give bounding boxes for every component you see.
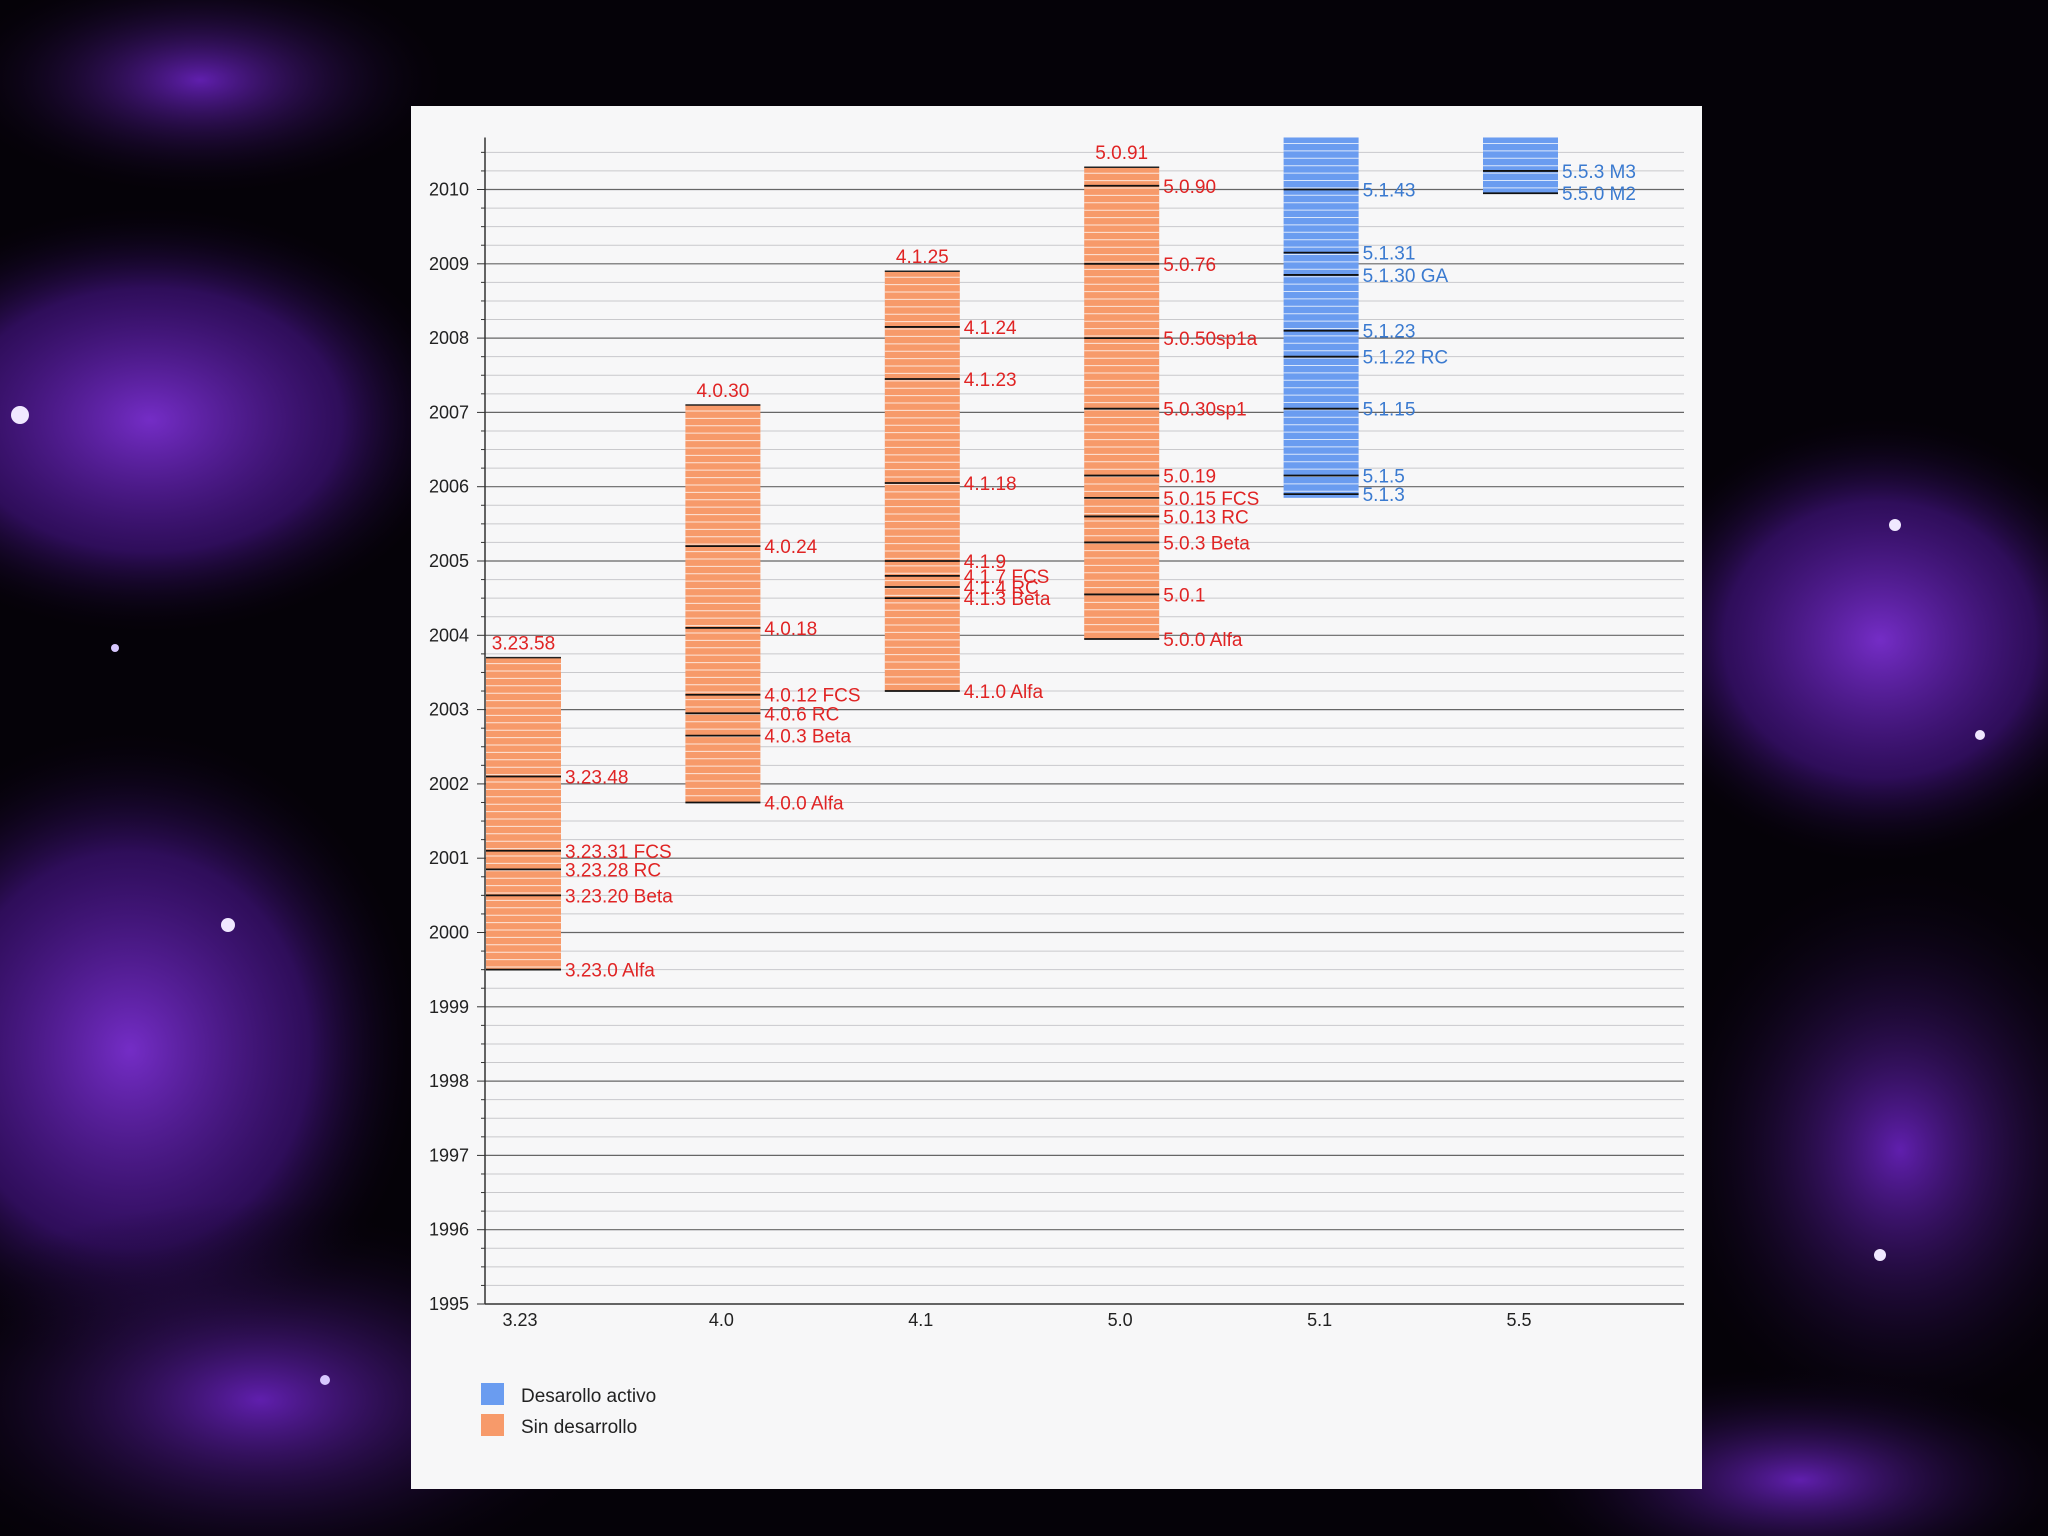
release-label: 5.1.15: [1363, 400, 1416, 421]
y-tick-label: 1996: [429, 1220, 469, 1240]
release-label: 3.23.0 Alfa: [565, 961, 655, 982]
release-label: 5.0.13 RC: [1163, 507, 1249, 528]
release-label: 4.1.9: [964, 552, 1006, 573]
x-tick-label: 4.1: [908, 1310, 933, 1330]
release-label: 5.1.23: [1363, 322, 1416, 343]
legend: Desarollo activo Sin desarrollo: [481, 1383, 656, 1438]
mysql-version-timeline-chart: 1995 1996 1997 1998 1999 2000 2001 2002 2003 2004…: [429, 137, 1684, 1438]
release-label: 5.1.5: [1363, 467, 1405, 488]
y-tick-label: 2009: [429, 254, 469, 274]
gridlines: [485, 151, 1684, 1286]
release-label: 4.0.18: [764, 619, 817, 640]
version-bar-5-5: 5.5.3 M35.5.0 M2: [1483, 137, 1636, 205]
x-tick-label: 4.0: [709, 1310, 734, 1330]
release-label: 4.0.6 RC: [764, 704, 839, 725]
release-label: 3.23.20 Beta: [565, 886, 673, 907]
release-label: 4.1.23: [964, 370, 1017, 391]
release-label: 4.1.0 Alfa: [964, 682, 1044, 703]
release-label: 4.0.0 Alfa: [764, 793, 844, 814]
release-label: 4.1.18: [964, 474, 1017, 495]
y-tick-label: 2005: [429, 551, 469, 571]
release-label: 5.0.1: [1163, 585, 1205, 606]
release-label: 5.0.19: [1163, 467, 1216, 488]
version-bar-5-0: 5.0.91 5.0.90 5.0.76 5.0.50sp1a 5.0.30sp1 5.0…: [1084, 143, 1259, 651]
release-label: 4.1.24: [964, 318, 1017, 339]
release-label: 5.5.3 M3: [1562, 162, 1636, 183]
y-tick-label: 2002: [429, 774, 469, 794]
chart-panel: 1995 1996 1997 1998 1999 2000 2001 2002 2003 2004…: [411, 106, 1702, 1489]
release-label: 5.0.50sp1a: [1163, 329, 1257, 350]
y-tick-label: 1999: [429, 997, 469, 1017]
bar-top-label: 3.23.58: [492, 634, 555, 655]
release-label: 5.0.15 FCS: [1163, 489, 1259, 510]
legend-label-active: Desarollo activo: [521, 1386, 656, 1407]
release-label: 5.1.22 RC: [1363, 348, 1449, 369]
release-label: 4.1.4 RC: [964, 578, 1039, 599]
legend-swatch-active: [481, 1383, 504, 1405]
bar-body: [1283, 137, 1359, 498]
release-label: 5.1.43: [1363, 181, 1416, 202]
release-label: 5.0.0 Alfa: [1163, 630, 1243, 651]
release-label: 5.1.31: [1363, 244, 1416, 265]
bar-body: [884, 271, 960, 692]
release-label: 5.5.0 M2: [1562, 184, 1636, 205]
release-label: 5.0.30sp1: [1163, 400, 1246, 421]
x-tick-label: 5.0: [1108, 1310, 1133, 1330]
bar-top-label: 4.0.30: [696, 381, 749, 402]
version-bar-5-1: 5.1.43 5.1.315.1.30 GA 5.1.23 5.1.22 RC 5.1.…: [1283, 137, 1449, 506]
release-label: 4.1.3 Beta: [964, 589, 1051, 610]
y-tick-label: 2003: [429, 700, 469, 720]
release-label: 5.0.3 Beta: [1163, 533, 1250, 554]
x-axis: 3.23 4.0 4.1 5.0 5.1 5.5: [502, 1310, 1531, 1330]
release-label: 5.0.76: [1163, 255, 1216, 276]
release-label: 4.0.24: [764, 537, 817, 558]
x-tick-label: 5.5: [1506, 1310, 1531, 1330]
x-tick-label: 5.1: [1307, 1310, 1332, 1330]
release-label: 5.1.30 GA: [1363, 266, 1449, 287]
x-tick-label: 3.23: [502, 1310, 537, 1330]
bar-body: [1084, 167, 1160, 640]
y-tick-label: 2006: [429, 477, 469, 497]
bar-top-label: 4.1.25: [896, 247, 949, 268]
version-bar-4-1: 4.1.254.1.244.1.234.1.184.1.94.1.7 FCS4.…: [884, 247, 1051, 703]
y-axis: 1995 1996 1997 1998 1999 2000 2001 2002 2003 2004…: [429, 137, 1684, 1314]
legend-label-inactive: Sin desarrollo: [521, 1417, 637, 1438]
y-tick-label: 1995: [429, 1294, 469, 1314]
bar-body: [486, 657, 561, 970]
y-tick-label: 2007: [429, 402, 469, 422]
y-tick-label: 2000: [429, 923, 469, 943]
bar-top-label: 5.0.91: [1095, 143, 1148, 164]
y-tick-label: 2008: [429, 328, 469, 348]
legend-swatch-inactive: [481, 1414, 504, 1436]
release-label: 4.0.12 FCS: [764, 686, 860, 707]
y-tick-label: 1997: [429, 1145, 469, 1165]
release-label: 4.1.7 FCS: [964, 567, 1050, 588]
release-label: 3.23.48: [565, 767, 628, 788]
y-tick-label: 2001: [429, 848, 469, 868]
y-tick-label: 2010: [429, 180, 469, 200]
release-label: 3.23.31 FCS: [565, 842, 672, 863]
release-label: 4.0.3 Beta: [764, 727, 851, 748]
y-tick-label: 2004: [429, 625, 469, 645]
release-label: 5.1.3: [1363, 485, 1405, 506]
y-tick-label: 1998: [429, 1071, 469, 1091]
release-label: 3.23.28 RC: [565, 860, 661, 881]
release-label: 5.0.90: [1163, 177, 1216, 198]
